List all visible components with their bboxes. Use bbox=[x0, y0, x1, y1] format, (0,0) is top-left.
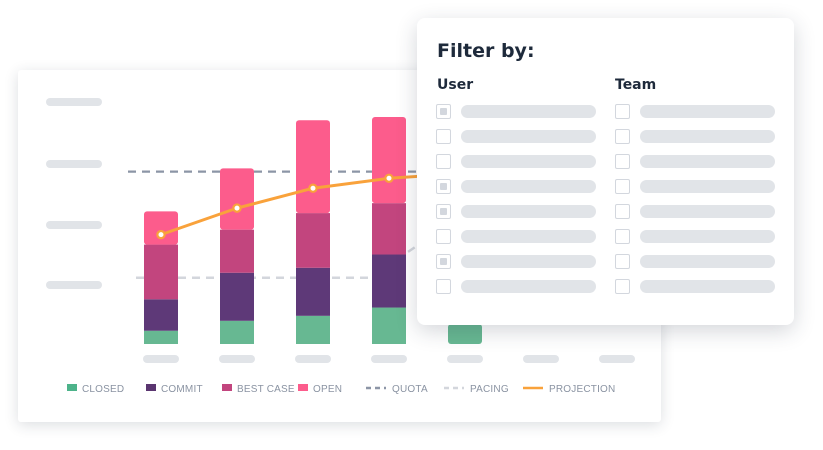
x-tick-label-2 bbox=[295, 355, 331, 363]
team-checkbox[interactable] bbox=[615, 179, 630, 194]
user-option-label-placeholder bbox=[461, 105, 596, 118]
team-option-row[interactable] bbox=[615, 279, 780, 295]
user-checkbox[interactable] bbox=[436, 154, 451, 169]
team-option-label-placeholder bbox=[640, 155, 775, 168]
legend-label-pacing: PACING bbox=[470, 384, 509, 395]
team-option-label-placeholder bbox=[640, 205, 775, 218]
user-option-label-placeholder bbox=[461, 180, 596, 193]
team-checkbox[interactable] bbox=[615, 129, 630, 144]
bar-closed-0 bbox=[144, 330, 178, 344]
bar-commit-1 bbox=[220, 272, 254, 321]
bar-open-2 bbox=[296, 120, 330, 214]
bar-open-3 bbox=[372, 116, 406, 204]
user-column-heading: User bbox=[437, 77, 474, 93]
user-checkbox[interactable] bbox=[436, 179, 451, 194]
team-checkbox[interactable] bbox=[615, 229, 630, 244]
bar-commit-3 bbox=[372, 254, 406, 308]
filter-title: Filter by: bbox=[437, 40, 535, 62]
bar-best-case-0 bbox=[144, 244, 178, 300]
legend-label-projection: PROJECTION bbox=[549, 384, 615, 395]
user-option-row[interactable] bbox=[436, 204, 601, 220]
y-tick-label-1 bbox=[46, 160, 102, 168]
user-option-row[interactable] bbox=[436, 154, 601, 170]
x-tick-label-4 bbox=[447, 355, 483, 363]
user-checkbox[interactable] bbox=[436, 279, 451, 294]
y-tick-label-0 bbox=[46, 98, 102, 106]
bar-best-case-1 bbox=[220, 229, 254, 273]
user-option-label-placeholder bbox=[461, 130, 596, 143]
bar-best-case-3 bbox=[372, 203, 406, 255]
team-option-row[interactable] bbox=[615, 104, 780, 120]
team-option-label-placeholder bbox=[640, 255, 775, 268]
team-option-row[interactable] bbox=[615, 229, 780, 245]
user-checkbox[interactable] bbox=[436, 229, 451, 244]
team-checkbox[interactable] bbox=[615, 254, 630, 269]
bar-best-case-2 bbox=[296, 213, 330, 268]
team-option-row[interactable] bbox=[615, 179, 780, 195]
team-option-label-placeholder bbox=[640, 180, 775, 193]
bar-open-0 bbox=[144, 211, 178, 245]
bar-closed-4 bbox=[448, 324, 482, 344]
legend-swatch-commit bbox=[146, 384, 156, 391]
user-option-row[interactable] bbox=[436, 254, 601, 270]
bar-commit-2 bbox=[296, 267, 330, 316]
user-option-label-placeholder bbox=[461, 230, 596, 243]
user-checkbox[interactable] bbox=[436, 254, 451, 269]
team-checkbox[interactable] bbox=[615, 204, 630, 219]
x-tick-label-6 bbox=[599, 355, 635, 363]
team-option-label-placeholder bbox=[640, 230, 775, 243]
user-option-row[interactable] bbox=[436, 129, 601, 145]
user-option-label-placeholder bbox=[461, 155, 596, 168]
team-option-row[interactable] bbox=[615, 254, 780, 270]
team-option-row[interactable] bbox=[615, 204, 780, 220]
user-checkbox[interactable] bbox=[436, 104, 451, 119]
y-tick-label-3 bbox=[46, 281, 102, 289]
x-tick-label-3 bbox=[371, 355, 407, 363]
projection-point-0 bbox=[156, 229, 166, 240]
user-option-label-placeholder bbox=[461, 280, 596, 293]
team-checkbox[interactable] bbox=[615, 154, 630, 169]
team-column-heading: Team bbox=[615, 77, 657, 93]
bar-open-1 bbox=[220, 168, 254, 230]
user-option-row[interactable] bbox=[436, 104, 601, 120]
projection-point-1 bbox=[232, 203, 242, 213]
user-option-row[interactable] bbox=[436, 179, 601, 195]
legend-swatch-closed bbox=[67, 384, 77, 391]
legend-swatch-open bbox=[298, 384, 308, 391]
x-tick-label-1 bbox=[219, 355, 255, 363]
user-checkbox[interactable] bbox=[436, 129, 451, 144]
team-checkbox[interactable] bbox=[615, 104, 630, 119]
team-option-label-placeholder bbox=[640, 105, 775, 118]
legend-label-closed: CLOSED bbox=[82, 384, 124, 395]
user-option-row[interactable] bbox=[436, 229, 601, 245]
x-tick-label-5 bbox=[523, 355, 559, 363]
projection-point-3 bbox=[384, 173, 394, 183]
x-tick-label-0 bbox=[143, 355, 179, 363]
legend-label-open: OPEN bbox=[313, 384, 342, 395]
y-tick-label-2 bbox=[46, 221, 102, 229]
user-option-label-placeholder bbox=[461, 255, 596, 268]
legend-swatch-best-case bbox=[222, 384, 232, 391]
user-option-label-placeholder bbox=[461, 205, 596, 218]
legend-label-quota: QUOTA bbox=[392, 384, 428, 395]
bar-closed-1 bbox=[220, 320, 254, 344]
user-checkbox[interactable] bbox=[436, 204, 451, 219]
team-option-row[interactable] bbox=[615, 154, 780, 170]
filter-panel: Filter by: User Team bbox=[417, 18, 794, 325]
user-option-row[interactable] bbox=[436, 279, 601, 295]
team-option-label-placeholder bbox=[640, 280, 775, 293]
bar-commit-0 bbox=[144, 299, 178, 331]
team-option-label-placeholder bbox=[640, 130, 775, 143]
bar-closed-2 bbox=[296, 315, 330, 344]
legend-label-commit: COMMIT bbox=[161, 384, 203, 395]
stacked-bar-chart: CLOSED COMMIT BEST CASE OPEN QUOTA PACING PROJ… bbox=[46, 98, 638, 395]
team-option-row[interactable] bbox=[615, 129, 780, 145]
team-checkbox[interactable] bbox=[615, 279, 630, 294]
bar-closed-3 bbox=[372, 307, 406, 344]
projection-point-2 bbox=[308, 183, 318, 193]
legend-label-best-case: BEST CASE bbox=[237, 384, 295, 395]
